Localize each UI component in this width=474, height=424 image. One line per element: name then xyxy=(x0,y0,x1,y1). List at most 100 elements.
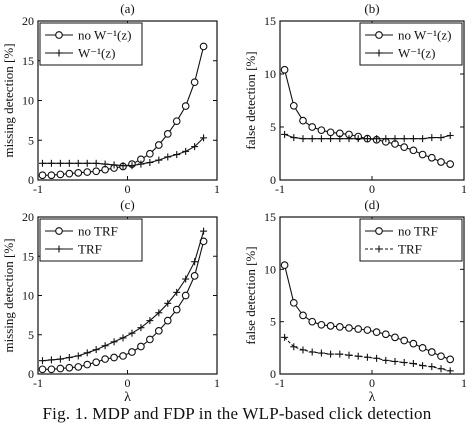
circle-marker xyxy=(92,167,101,176)
plus-marker xyxy=(363,135,371,143)
plus-marker xyxy=(155,156,163,164)
panel-label: (b) xyxy=(364,1,379,16)
plus-marker xyxy=(437,134,445,142)
plot-area xyxy=(280,261,455,374)
circle-marker xyxy=(65,363,74,372)
plus-marker xyxy=(373,354,381,362)
circle-marker xyxy=(38,365,47,374)
plus-marker xyxy=(409,135,417,143)
plot-frame xyxy=(279,216,465,375)
y-tick-label: 0 xyxy=(270,173,276,187)
y-axis-label: missing detection [%] xyxy=(1,238,16,352)
circle-marker xyxy=(190,78,199,87)
circle-marker xyxy=(83,360,92,369)
plus-marker xyxy=(182,147,190,155)
circle-marker xyxy=(101,355,109,363)
plus-marker xyxy=(354,135,362,143)
plus-marker xyxy=(101,342,109,350)
plus-marker xyxy=(391,135,399,143)
circle-marker xyxy=(280,261,289,269)
plus-marker xyxy=(56,159,64,167)
plus-marker xyxy=(327,135,335,143)
plus-marker xyxy=(446,367,454,374)
circle-marker xyxy=(163,130,172,138)
legend: no TRF TRF xyxy=(359,218,463,262)
plus-marker xyxy=(83,159,91,167)
series-line-2 xyxy=(42,137,204,167)
circle-marker xyxy=(317,320,326,329)
plus-marker xyxy=(299,346,307,354)
x-axis-label: λ xyxy=(124,390,131,405)
plus-marker xyxy=(327,350,335,358)
plus-marker xyxy=(317,349,325,357)
y-tick-label: 0 xyxy=(270,367,276,381)
circle-marker xyxy=(137,342,145,351)
plus-marker xyxy=(110,161,118,169)
legend-plus-marker xyxy=(375,245,383,253)
circle-marker xyxy=(172,117,181,126)
plus-marker xyxy=(200,227,208,235)
plot-area xyxy=(38,42,208,180)
circle-marker xyxy=(154,141,163,149)
legend-box xyxy=(39,218,143,262)
circle-marker xyxy=(308,317,317,326)
panel-label: (d) xyxy=(364,197,379,212)
circle-marker xyxy=(181,291,190,300)
y-tick-label: 15 xyxy=(22,249,34,263)
y-tick-label: 20 xyxy=(22,14,34,28)
plus-marker xyxy=(137,324,145,332)
plus-marker xyxy=(137,160,145,168)
plus-marker xyxy=(373,135,381,143)
legend-label: W⁻¹(z) xyxy=(398,46,435,61)
circle-marker xyxy=(38,171,47,180)
legend-circle-marker xyxy=(375,227,383,235)
circle-marker xyxy=(56,364,65,373)
plus-marker xyxy=(428,134,436,142)
circle-marker xyxy=(446,355,455,364)
legend-label: no TRF xyxy=(398,224,438,239)
plus-marker xyxy=(74,352,82,360)
plus-marker xyxy=(56,355,64,363)
plus-marker xyxy=(345,135,353,143)
plus-marker xyxy=(409,360,417,368)
y-tick-label: 0 xyxy=(28,173,34,187)
circle-marker xyxy=(299,116,307,125)
circle-marker xyxy=(409,339,418,348)
circle-marker xyxy=(181,102,190,110)
circle-marker xyxy=(437,158,445,166)
circle-marker xyxy=(354,325,363,333)
plus-marker xyxy=(47,356,55,364)
plus-marker xyxy=(290,343,298,351)
circle-marker xyxy=(400,143,409,151)
circle-marker xyxy=(400,336,409,345)
panel-label: (c) xyxy=(120,197,134,212)
plus-marker xyxy=(308,348,316,356)
legend: no W⁻¹(z) W⁻¹(z) xyxy=(39,22,143,66)
plus-marker xyxy=(437,365,445,373)
plus-marker xyxy=(400,135,408,143)
circle-marker xyxy=(119,352,127,360)
x-tick-label: 0 xyxy=(125,182,131,196)
plot-frame xyxy=(37,20,218,181)
y-tick-label: 5 xyxy=(270,120,276,134)
plus-marker xyxy=(382,356,390,364)
plot-frame xyxy=(279,20,465,181)
legend-plus-marker xyxy=(55,49,63,57)
circle-marker xyxy=(289,101,298,110)
x-tick-label: -1 xyxy=(275,376,285,390)
x-axis-label: λ xyxy=(369,390,376,405)
circle-marker xyxy=(110,353,118,362)
circle-marker xyxy=(190,272,199,280)
plus-marker xyxy=(354,352,362,360)
circle-marker xyxy=(172,305,181,314)
plus-marker xyxy=(110,338,118,346)
plus-marker xyxy=(101,160,109,168)
plus-marker xyxy=(119,334,127,342)
circle-marker xyxy=(427,153,436,162)
plus-marker xyxy=(155,309,163,317)
legend-label: no W⁻¹(z) xyxy=(398,28,451,43)
legend: no TRF TRF xyxy=(39,218,143,262)
plus-marker xyxy=(182,275,190,283)
y-tick-label: 5 xyxy=(270,315,276,329)
